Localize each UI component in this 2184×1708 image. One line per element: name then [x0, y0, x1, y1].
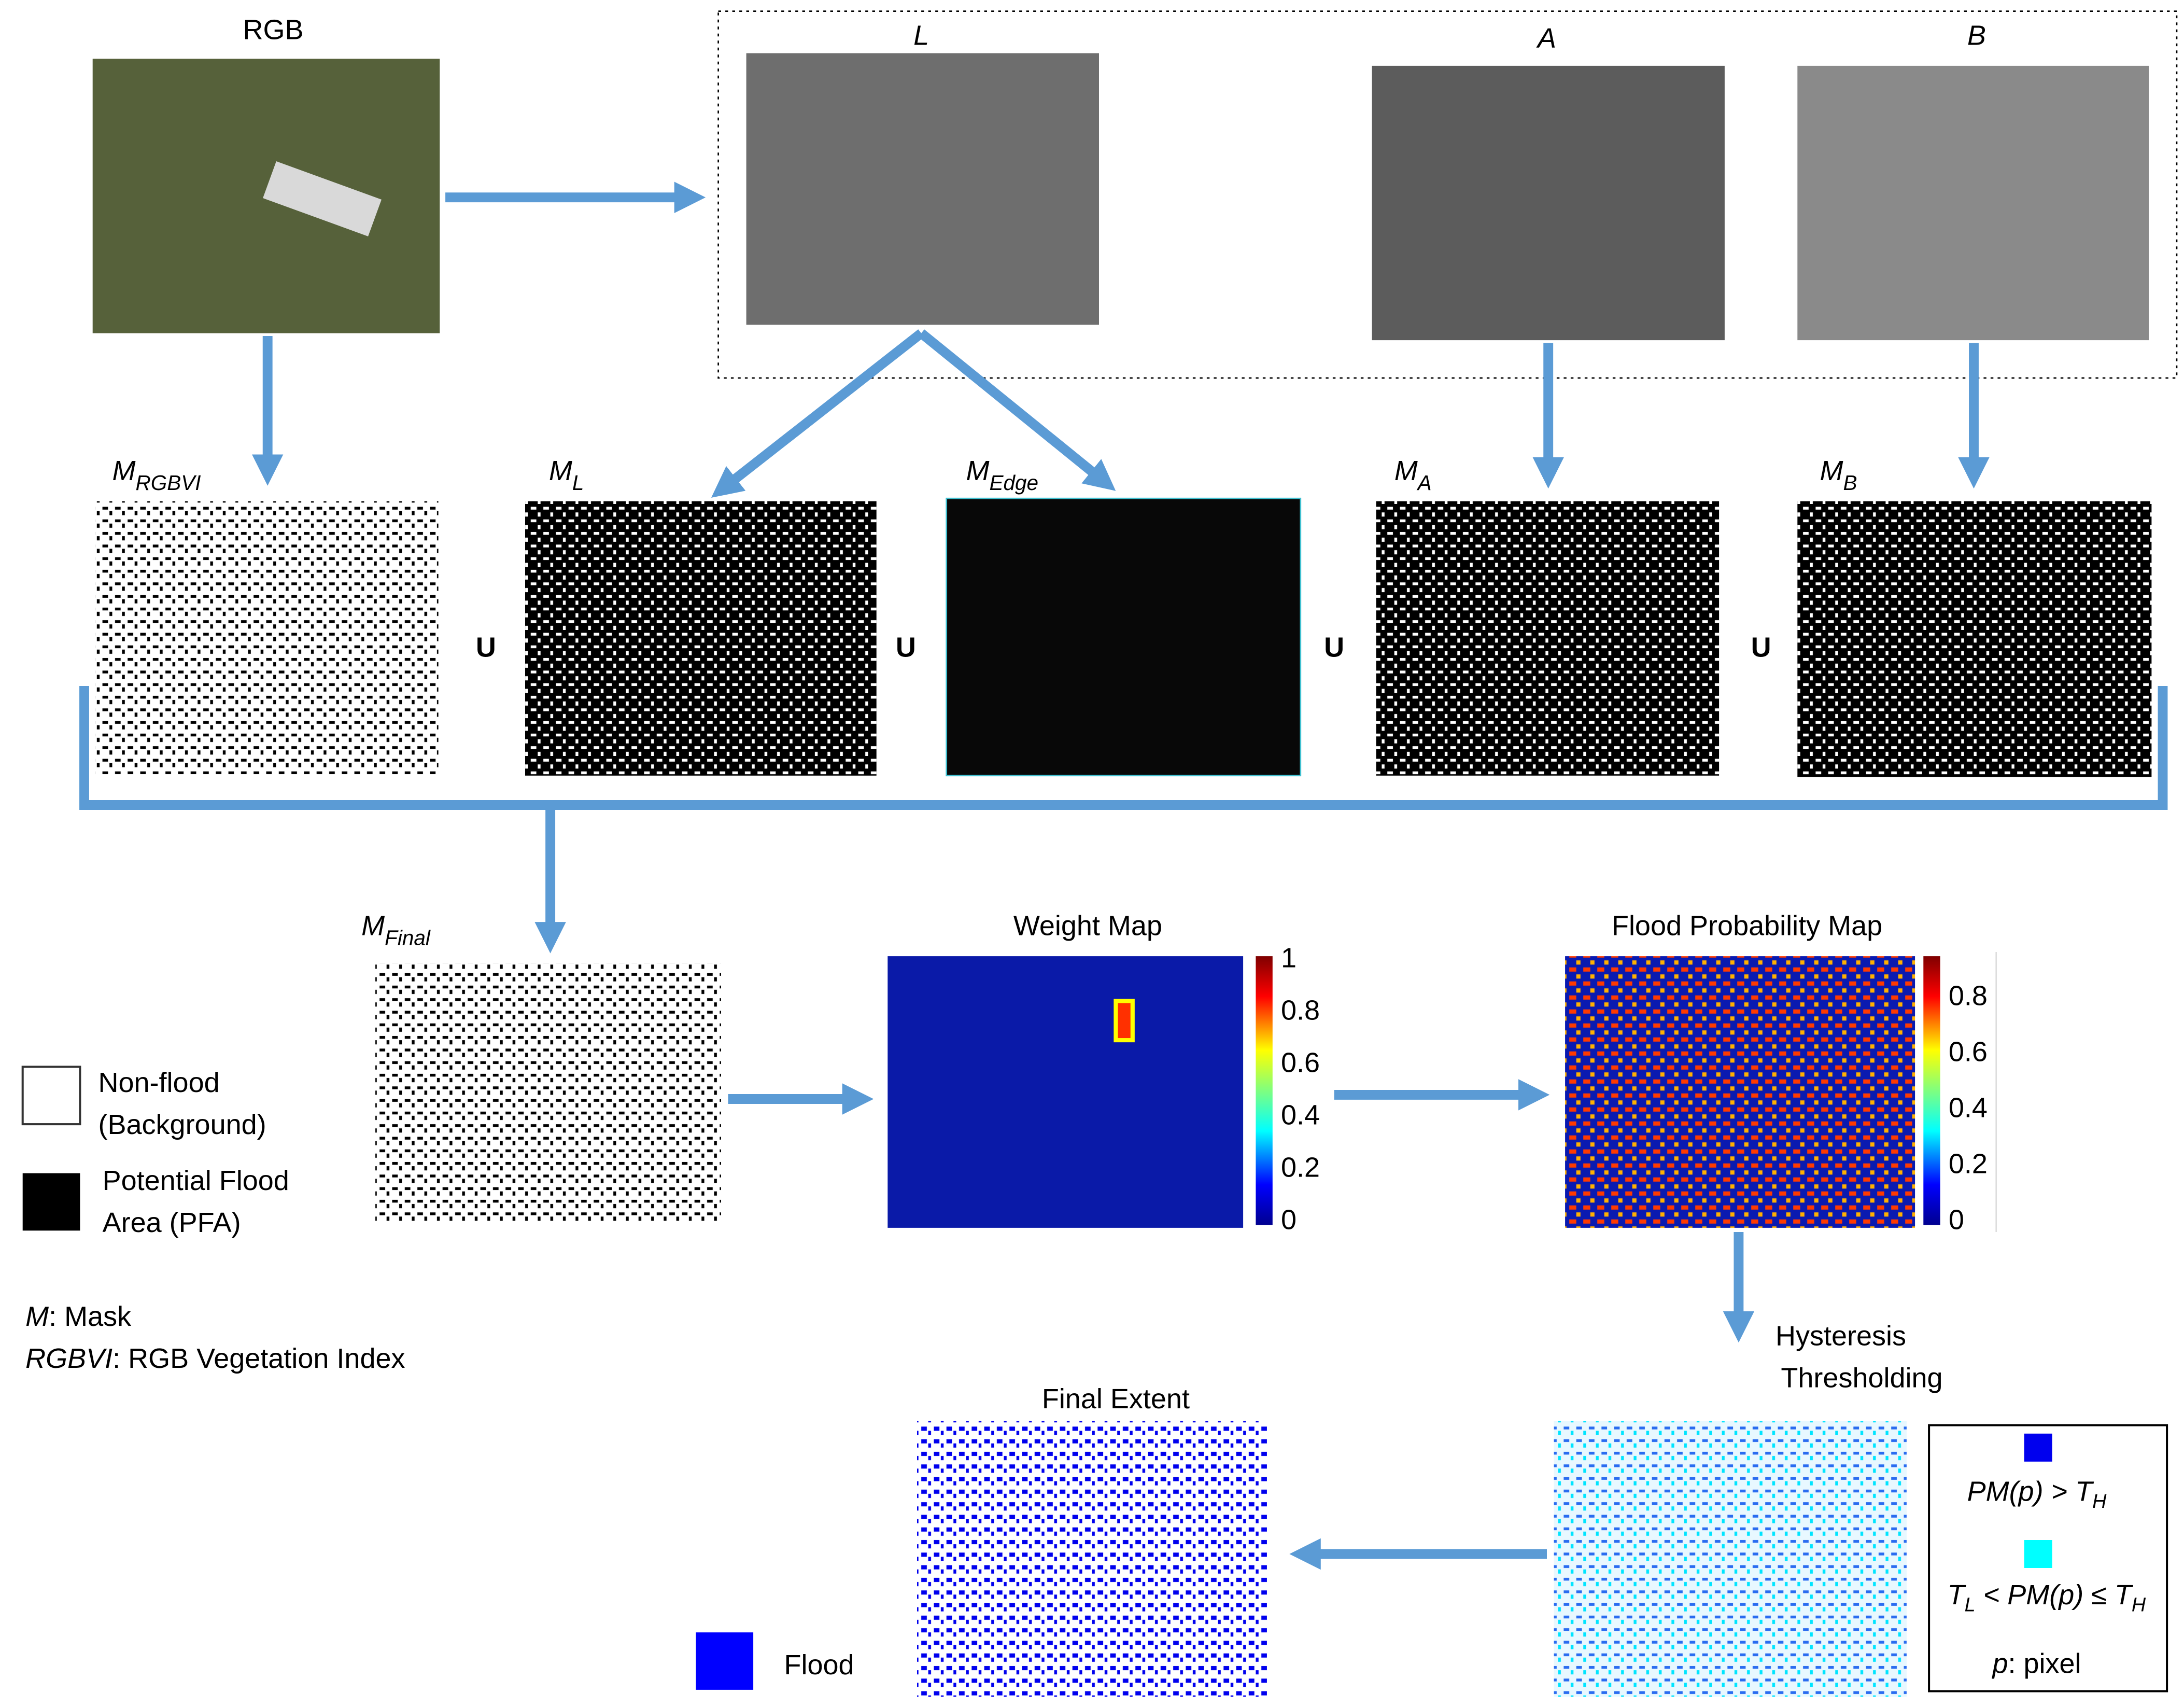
probability-map-image [1565, 956, 1915, 1228]
non-flood-swatch [21, 1066, 81, 1126]
mid-label: TL < PM(p) ≤ TH [1948, 1579, 2146, 1616]
weight-map-title: Weight Map [1013, 911, 1162, 942]
flood-label: Flood [784, 1649, 854, 1681]
pfa-label: Potential Flood [103, 1165, 289, 1196]
final-mask-label: MFinal [361, 911, 431, 950]
colorbar [1923, 956, 1940, 1225]
mask-image [946, 497, 1302, 777]
mask-image [1376, 501, 1720, 776]
a-image [1372, 65, 1725, 341]
colorbar-tick: 0.6 [1949, 1037, 1988, 1068]
mask-label: MB [1820, 455, 1857, 495]
mask-label: MA [1394, 455, 1432, 495]
union-symbol: U [1751, 632, 1771, 663]
colorbar-tick: 0.6 [1281, 1047, 1320, 1079]
rgb-label: RGB [243, 15, 303, 46]
weight-map-image [887, 956, 1244, 1228]
arrow [918, 329, 1116, 491]
colorbar-tick: 0.4 [1281, 1100, 1320, 1131]
pfa-swatch [22, 1173, 80, 1231]
colorbar-tick: 0.8 [1949, 981, 1988, 1012]
colorbar-tick: 1 [1281, 943, 1297, 974]
mid-swatch [2024, 1540, 2052, 1568]
non-flood-label: Non-flood [98, 1067, 220, 1098]
hysteresis-label: Hysteresis [1776, 1321, 1906, 1352]
hysteresis-label: Thresholding [1781, 1363, 1942, 1394]
mask-image [525, 501, 877, 776]
final-extent-title: Final Extent [1042, 1383, 1190, 1415]
probability-map-title: Flood Probability Map [1612, 911, 1882, 942]
mask-label: MRGBVI [112, 455, 201, 495]
l-image [746, 53, 1099, 325]
union-symbol: U [896, 632, 916, 663]
colorbar-tick: 0.4 [1949, 1093, 1988, 1124]
colorbar [1256, 956, 1273, 1225]
colorbar-tick: 0 [1949, 1205, 1964, 1236]
hysteresis-image [1554, 1421, 1907, 1697]
flood-swatch [696, 1632, 754, 1690]
union-bracket [79, 686, 2168, 810]
mask-image [95, 501, 439, 775]
final-extent-image [917, 1421, 1267, 1697]
pixel-label: p: pixel [1991, 1648, 2081, 1679]
pfa-label: Area (PFA) [103, 1207, 241, 1238]
a-label: A [1536, 23, 1556, 54]
l-label: L [913, 20, 929, 51]
mask-image [1797, 501, 2152, 777]
lab-box [717, 10, 2178, 379]
b-label: B [1967, 20, 1986, 51]
note: M: Mask [25, 1301, 132, 1332]
non-flood-label: (Background) [98, 1109, 266, 1140]
union-symbol: U [1324, 632, 1344, 663]
b-image [1797, 65, 2149, 341]
high-label: PM(p) > TH [1967, 1476, 2107, 1513]
final-mask-image [375, 963, 721, 1225]
rgb-building [263, 161, 382, 236]
colorbar-tick: 0 [1281, 1205, 1297, 1236]
weight-hotspot [1114, 999, 1135, 1043]
colorbar-tick: 0.2 [1949, 1149, 1988, 1180]
mask-label: ML [549, 455, 584, 495]
colorbar-tick: 0.2 [1281, 1152, 1320, 1183]
note: RGBVI: RGB Vegetation Index [25, 1343, 405, 1374]
mask-label: MEdge [966, 455, 1039, 495]
colorbar-tick: 0.8 [1281, 995, 1320, 1026]
high-swatch [2024, 1433, 2052, 1462]
union-symbol: U [476, 632, 496, 663]
arrow [711, 329, 924, 498]
